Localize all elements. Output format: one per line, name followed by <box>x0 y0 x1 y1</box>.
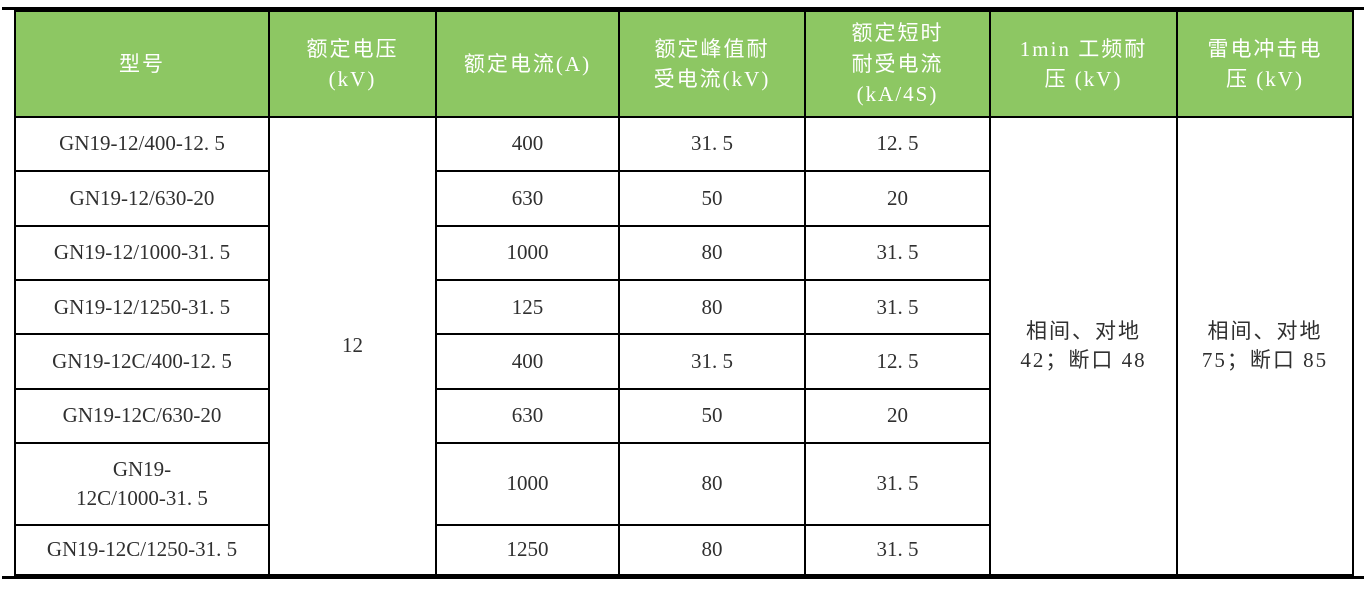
table-row: GN19-12/1250-31. 5 125 80 31. 5 <box>14 279 1353 336</box>
model-cell: GN19-12/400-12. 5 <box>14 115 270 173</box>
short-time-cell: 31. 5 <box>804 523 991 577</box>
top-rule <box>2 7 1364 10</box>
short-time-cell: 31. 5 <box>804 279 991 336</box>
lightning-impulse-merged-cell: 相间、对地 75；断口 85 <box>1176 116 1354 576</box>
model-cell: GN19-12/630-20 <box>14 170 270 227</box>
header-rated-current: 额定电流(A) <box>435 10 620 118</box>
header-short-time-withstand-current: 额定短时 耐受电流 (kA/4S) <box>804 10 991 118</box>
rated-current-cell: 400 <box>435 333 620 390</box>
model-cell: GN19-12C/400-12. 5 <box>14 333 270 390</box>
short-time-cell: 31. 5 <box>804 224 991 282</box>
model-cell: GN19-12/1000-31. 5 <box>14 224 270 282</box>
short-time-cell: 31. 5 <box>804 442 991 526</box>
rated-current-cell: 1000 <box>435 442 620 526</box>
table-row: GN19-12C/630-20 630 50 20 <box>14 387 1353 445</box>
table-row: GN19-12C/1250-31. 5 1250 80 31. 5 <box>14 523 1353 577</box>
rated-current-cell: 630 <box>435 170 620 227</box>
table-row: GN19-12/630-20 630 50 20 <box>14 170 1353 227</box>
peak-withstand-cell: 80 <box>618 442 806 526</box>
header-power-freq-withstand: 1min 工频耐 压 (kV) <box>989 10 1178 118</box>
power-freq-merged-cell: 相间、对地 42；断口 48 <box>989 116 1178 576</box>
peak-withstand-cell: 80 <box>618 224 806 282</box>
table-row: GN19-12C/400-12. 5 400 31. 5 12. 5 <box>14 333 1353 390</box>
peak-withstand-cell: 50 <box>618 170 806 227</box>
header-peak-withstand-current: 额定峰值耐 受电流(kV) <box>618 10 806 118</box>
peak-withstand-cell: 80 <box>618 279 806 336</box>
model-cell: GN19-12/1250-31. 5 <box>14 279 270 336</box>
peak-withstand-cell: 31. 5 <box>618 333 806 390</box>
short-time-cell: 20 <box>804 387 991 445</box>
short-time-cell: 12. 5 <box>804 115 991 173</box>
short-time-cell: 20 <box>804 170 991 227</box>
short-time-cell: 12. 5 <box>804 333 991 390</box>
model-cell: GN19-12C/1250-31. 5 <box>14 523 270 577</box>
model-cell: GN19-12C/630-20 <box>14 387 270 445</box>
rated-current-cell: 125 <box>435 279 620 336</box>
peak-withstand-cell: 50 <box>618 387 806 445</box>
model-cell: GN19- 12C/1000-31. 5 <box>14 442 270 526</box>
header-rated-voltage: 额定电压 (kV) <box>268 10 437 118</box>
header-lightning-impulse: 雷电冲击电 压 (kV) <box>1176 10 1354 118</box>
rated-current-cell: 1000 <box>435 224 620 282</box>
table-row: GN19- 12C/1000-31. 5 1000 80 31. 5 <box>14 442 1353 526</box>
peak-withstand-cell: 31. 5 <box>618 115 806 173</box>
table-row: GN19-12/400-12. 5 12 400 31. 5 12. 5 相间、… <box>14 115 1354 576</box>
rated-voltage-merged-cell: 12 <box>268 116 437 576</box>
rated-current-cell: 1250 <box>435 523 620 577</box>
rated-current-cell: 400 <box>435 115 620 173</box>
header-model: 型号 <box>14 10 270 118</box>
spec-table: 型号 额定电压 (kV) 额定电流(A) 额定峰值耐 受电流(kV) 额定短时 … <box>14 10 1354 577</box>
table-row: GN19-12/1000-31. 5 1000 80 31. 5 <box>14 224 1353 282</box>
header-row: 型号 额定电压 (kV) 额定电流(A) 额定峰值耐 受电流(kV) 额定短时 … <box>14 10 1354 118</box>
bottom-rule <box>2 576 1364 579</box>
peak-withstand-cell: 80 <box>618 523 806 577</box>
rated-current-cell: 630 <box>435 387 620 445</box>
